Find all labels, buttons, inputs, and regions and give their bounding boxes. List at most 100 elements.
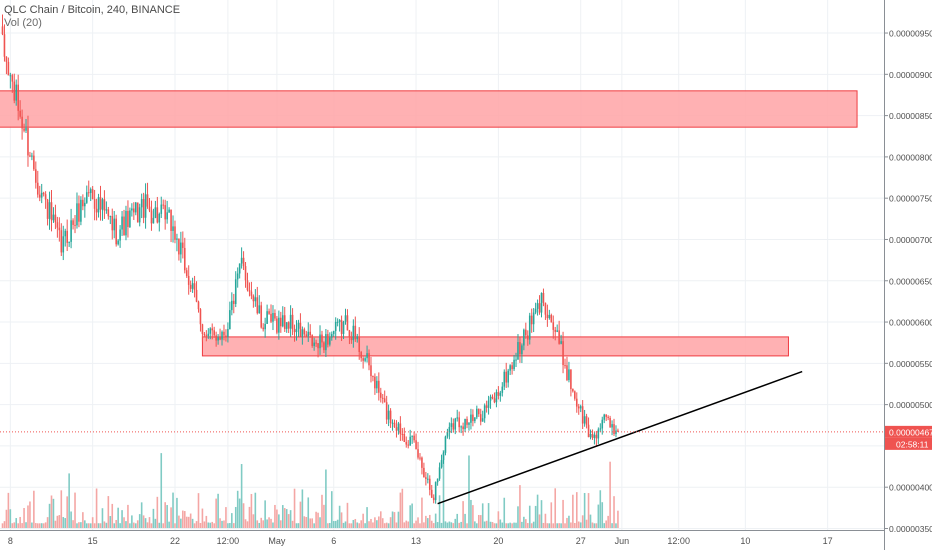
- volume-bar: [276, 509, 278, 528]
- volume-bar: [240, 464, 243, 528]
- volume-bar: [346, 502, 349, 528]
- candle-body: [607, 416, 609, 418]
- price-tick-label: 0.00000950: [889, 29, 932, 39]
- candle-body: [289, 314, 292, 329]
- volume-bar: [411, 503, 413, 528]
- candle-body: [295, 328, 298, 333]
- candle: [158, 212, 161, 232]
- candle-body: [54, 214, 57, 223]
- candle: [399, 416, 402, 441]
- candle: [48, 191, 51, 230]
- candle-body: [272, 312, 274, 322]
- volume-bar: [197, 493, 200, 528]
- volume-bar: [311, 518, 313, 528]
- volume-bar: [611, 523, 613, 528]
- candle: [68, 241, 70, 247]
- volume-bar: [391, 511, 394, 528]
- candle: [244, 261, 247, 288]
- volume-bar: [52, 498, 55, 528]
- volume-bar: [419, 523, 421, 528]
- candle: [391, 419, 394, 431]
- volume-bar: [329, 522, 331, 528]
- candle-body: [291, 314, 294, 330]
- candle-body: [444, 436, 447, 453]
- candle-body: [579, 406, 582, 409]
- candle: [264, 317, 266, 338]
- volume-bar: [199, 523, 202, 528]
- candle: [281, 306, 284, 328]
- candle: [395, 420, 398, 438]
- volume-bar: [425, 515, 427, 528]
- candle: [360, 350, 362, 362]
- candle: [393, 419, 396, 428]
- candle: [142, 192, 145, 224]
- volume-bar: [554, 488, 557, 528]
- candle-body: [91, 189, 94, 200]
- candle: [268, 308, 270, 315]
- candle-body: [225, 335, 227, 337]
- volume-bar: [595, 523, 598, 528]
- volume-bar: [127, 504, 129, 528]
- candle: [285, 322, 288, 333]
- volume-bar: [76, 523, 78, 528]
- candle-body: [319, 334, 321, 349]
- volume-bar: [454, 518, 457, 528]
- candle: [229, 301, 231, 330]
- volume-bar: [540, 500, 543, 528]
- current-price-value: 0.00000467: [889, 427, 932, 437]
- volume-bar: [334, 520, 337, 528]
- candle: [509, 364, 511, 376]
- candle: [528, 312, 531, 345]
- volume-bar: [615, 523, 617, 528]
- candle: [164, 199, 166, 230]
- candle-body: [364, 358, 366, 361]
- candle: [103, 190, 106, 219]
- candle: [507, 368, 509, 388]
- volume-bar: [415, 520, 417, 528]
- candle: [44, 191, 47, 209]
- candle-body: [389, 410, 392, 424]
- candle-body: [146, 194, 149, 207]
- candle-body: [462, 426, 464, 430]
- candle-body: [187, 275, 190, 285]
- candle: [456, 409, 459, 422]
- volume-bar: [370, 518, 372, 528]
- volume-bar: [405, 520, 408, 528]
- volume-bar: [58, 515, 61, 528]
- candle-body: [336, 321, 339, 323]
- candle: [615, 425, 617, 438]
- volume-bar: [238, 498, 241, 528]
- volume-bar: [399, 492, 402, 528]
- candle: [7, 57, 10, 76]
- candle: [172, 215, 174, 243]
- volume-bar: [272, 522, 274, 528]
- volume-bar: [385, 522, 388, 528]
- candle-body: [342, 321, 345, 334]
- candle: [554, 326, 557, 341]
- volume-bar: [264, 500, 266, 528]
- candle: [321, 330, 323, 348]
- candle: [454, 417, 457, 435]
- candle: [127, 200, 129, 238]
- candle-body: [285, 322, 288, 329]
- candle-body: [154, 207, 157, 218]
- candle-body: [213, 330, 215, 336]
- candle-body: [374, 376, 376, 389]
- candle-body: [397, 423, 400, 431]
- volume-bar: [472, 505, 474, 528]
- candle-body: [448, 426, 451, 432]
- candle-body: [274, 312, 276, 319]
- candle-body: [207, 333, 210, 336]
- candle: [405, 436, 408, 448]
- volume-bar: [568, 515, 570, 528]
- time-tick-label: 12:00: [667, 536, 690, 546]
- candle-body: [452, 423, 455, 430]
- volume-bar: [466, 523, 468, 528]
- candle: [299, 313, 302, 337]
- candle-body: [48, 202, 51, 219]
- volume-bar: [103, 521, 106, 528]
- volume-bar: [46, 517, 49, 528]
- candle: [150, 200, 153, 231]
